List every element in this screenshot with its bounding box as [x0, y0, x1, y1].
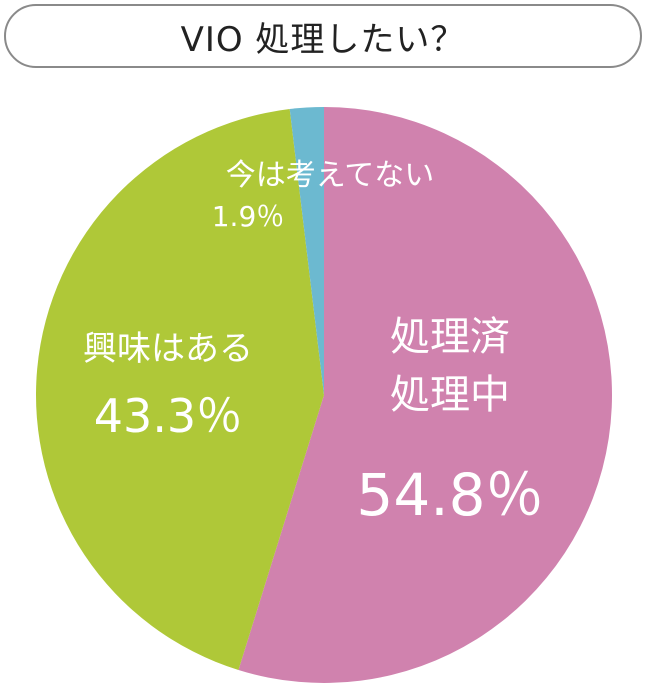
- slice-label: 今は考えてない: [226, 158, 435, 193]
- slice-value-label: 43.3％: [94, 389, 242, 443]
- pie-slice: [238, 107, 612, 683]
- slice-value-label: 1.9％: [212, 200, 285, 233]
- pie-slice: [289, 107, 324, 395]
- pie-slice: [35, 109, 324, 671]
- slice-value-label: 54.8％: [356, 461, 543, 529]
- slice-label: 処理済: [390, 314, 510, 360]
- slice-label: 処理中: [390, 372, 510, 418]
- slice-label: 興味はある: [83, 329, 253, 369]
- chart-title: VIO 処理したい？: [4, 4, 642, 68]
